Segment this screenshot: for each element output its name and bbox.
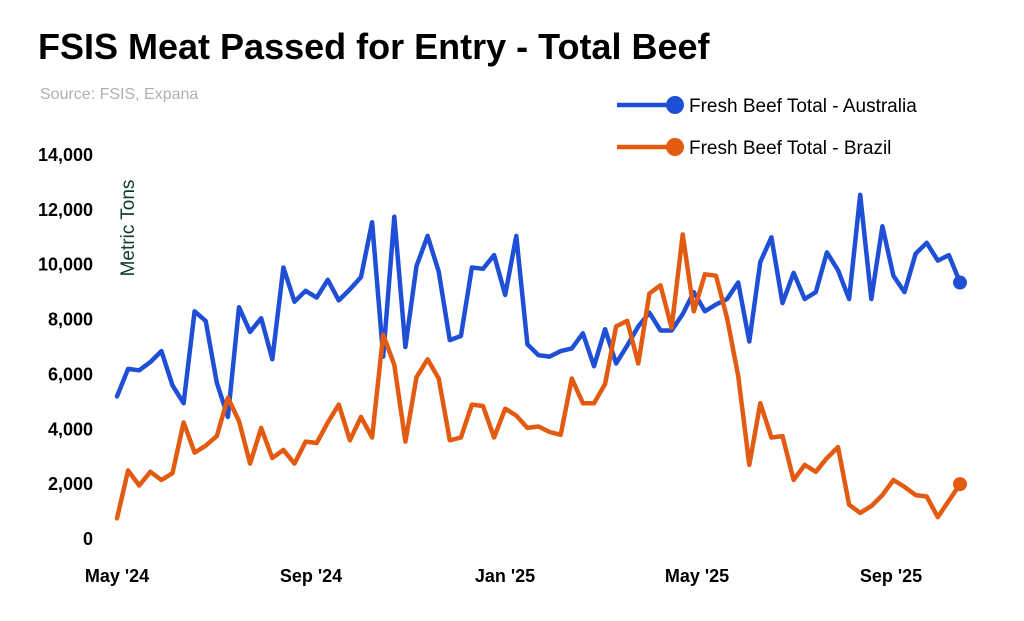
y-tick-label: 12,000 — [38, 200, 93, 220]
y-axis-label: Metric Tons — [118, 180, 139, 277]
y-tick-label: 10,000 — [38, 255, 93, 275]
x-tick-label: Jan '25 — [475, 566, 535, 586]
x-tick-label: Sep '24 — [280, 566, 342, 586]
legend-entry-label: Fresh Beef Total - Australia — [689, 96, 917, 117]
y-axis-ticks: 0 2,000 4,000 6,000 8,000 10,000 12,000 14,000 — [38, 145, 93, 549]
legend: Fresh Beef Total - Australia Fresh Beef T… — [617, 96, 917, 159]
legend-swatch-marker — [666, 138, 684, 156]
series-end-marker-1 — [953, 477, 967, 492]
chart-title: FSIS Meat Passed for Entry - Total Beef — [38, 26, 710, 67]
x-tick-label: May '24 — [85, 566, 149, 586]
y-tick-label: 0 — [83, 529, 93, 549]
series-line-1 — [114, 232, 963, 521]
y-tick-label: 8,000 — [48, 310, 93, 330]
x-axis-ticks: May '24 Sep '24 Jan '25 May '25 Sep '25 — [85, 566, 922, 586]
chart-source: Source: FSIS, Expana — [40, 86, 199, 103]
series-line-0 — [114, 192, 963, 420]
y-tick-label: 2,000 — [48, 474, 93, 494]
y-tick-label: 6,000 — [48, 364, 93, 384]
y-tick-label: 14,000 — [38, 145, 93, 165]
series-lines — [114, 192, 967, 521]
legend-swatch-marker — [666, 96, 684, 114]
x-tick-label: Sep '25 — [860, 566, 922, 586]
x-tick-label: May '25 — [665, 566, 729, 586]
y-tick-label: 4,000 — [48, 419, 93, 439]
legend-entry-label: Fresh Beef Total - Brazil — [689, 138, 891, 159]
series-end-marker-0 — [953, 275, 967, 290]
